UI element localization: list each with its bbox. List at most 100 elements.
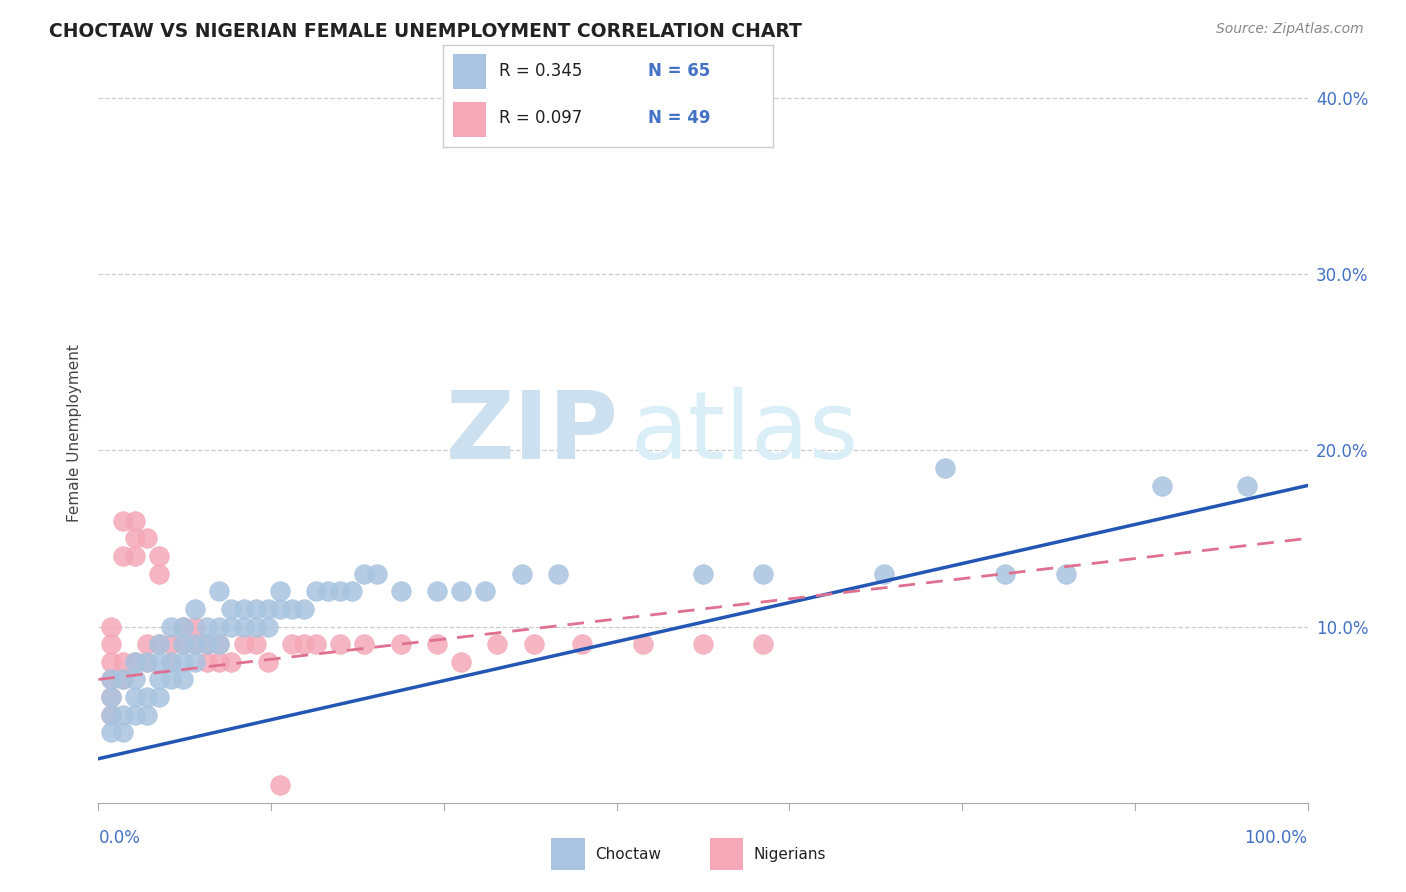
Point	[994, 566, 1017, 581]
FancyBboxPatch shape	[710, 838, 744, 871]
Point	[160, 619, 183, 633]
Text: Source: ZipAtlas.com: Source: ZipAtlas.com	[1216, 22, 1364, 37]
Point	[292, 637, 315, 651]
Point	[148, 690, 170, 704]
Point	[450, 655, 472, 669]
Point	[256, 602, 278, 616]
Point	[692, 566, 714, 581]
FancyBboxPatch shape	[453, 54, 486, 88]
Point	[184, 637, 207, 651]
Point	[232, 619, 254, 633]
Point	[510, 566, 533, 581]
Point	[135, 707, 157, 722]
Point	[232, 602, 254, 616]
Point	[148, 549, 170, 563]
Point	[148, 655, 170, 669]
Point	[269, 778, 291, 792]
Point	[353, 566, 375, 581]
Point	[329, 584, 352, 599]
Point	[353, 637, 375, 651]
Point	[245, 602, 267, 616]
Point	[124, 655, 146, 669]
Point	[474, 584, 496, 599]
Point	[752, 637, 775, 651]
Text: CHOCTAW VS NIGERIAN FEMALE UNEMPLOYMENT CORRELATION CHART: CHOCTAW VS NIGERIAN FEMALE UNEMPLOYMENT …	[49, 22, 801, 41]
Text: Choctaw: Choctaw	[595, 847, 661, 862]
Point	[208, 584, 231, 599]
Point	[692, 637, 714, 651]
Point	[184, 655, 207, 669]
Point	[571, 637, 593, 651]
FancyBboxPatch shape	[551, 838, 585, 871]
Point	[135, 532, 157, 546]
Point	[111, 673, 134, 687]
Text: R = 0.097: R = 0.097	[499, 110, 582, 128]
Text: Nigerians: Nigerians	[754, 847, 827, 862]
Point	[124, 690, 146, 704]
Text: 0.0%: 0.0%	[98, 830, 141, 847]
Point	[172, 673, 194, 687]
Point	[184, 602, 207, 616]
Text: 100.0%: 100.0%	[1244, 830, 1308, 847]
Point	[160, 637, 183, 651]
Point	[208, 619, 231, 633]
Point	[124, 514, 146, 528]
Point	[100, 637, 122, 651]
Point	[221, 602, 243, 616]
Point	[208, 637, 231, 651]
Text: N = 49: N = 49	[648, 110, 710, 128]
Point	[221, 619, 243, 633]
Point	[281, 637, 304, 651]
Point	[389, 584, 412, 599]
Point	[135, 690, 157, 704]
Point	[292, 602, 315, 616]
Point	[111, 514, 134, 528]
Point	[245, 619, 267, 633]
Point	[100, 673, 122, 687]
Point	[631, 637, 654, 651]
Point	[389, 637, 412, 651]
Point	[450, 584, 472, 599]
Point	[160, 655, 183, 669]
Point	[172, 619, 194, 633]
Point	[160, 655, 183, 669]
Point	[426, 584, 449, 599]
Point	[172, 637, 194, 651]
Point	[135, 655, 157, 669]
Point	[486, 637, 509, 651]
Point	[135, 655, 157, 669]
Point	[111, 707, 134, 722]
Point	[316, 584, 339, 599]
Point	[160, 673, 183, 687]
Point	[256, 655, 278, 669]
Point	[124, 532, 146, 546]
Point	[208, 637, 231, 651]
Point	[523, 637, 546, 651]
Point	[124, 655, 146, 669]
Text: N = 65: N = 65	[648, 62, 710, 80]
Point	[269, 584, 291, 599]
Point	[135, 637, 157, 651]
Point	[184, 619, 207, 633]
Point	[100, 655, 122, 669]
Point	[426, 637, 449, 651]
Point	[208, 655, 231, 669]
Point	[256, 619, 278, 633]
Point	[232, 637, 254, 651]
Point	[111, 655, 134, 669]
Point	[873, 566, 896, 581]
Point	[111, 725, 134, 739]
Point	[111, 673, 134, 687]
Point	[100, 690, 122, 704]
Text: atlas: atlas	[630, 386, 859, 479]
Point	[305, 637, 328, 651]
Point	[245, 637, 267, 651]
Point	[172, 655, 194, 669]
Y-axis label: Female Unemployment: Female Unemployment	[67, 343, 83, 522]
Point	[172, 619, 194, 633]
Point	[195, 655, 218, 669]
Point	[269, 602, 291, 616]
Point	[281, 602, 304, 616]
Point	[184, 637, 207, 651]
Point	[100, 673, 122, 687]
